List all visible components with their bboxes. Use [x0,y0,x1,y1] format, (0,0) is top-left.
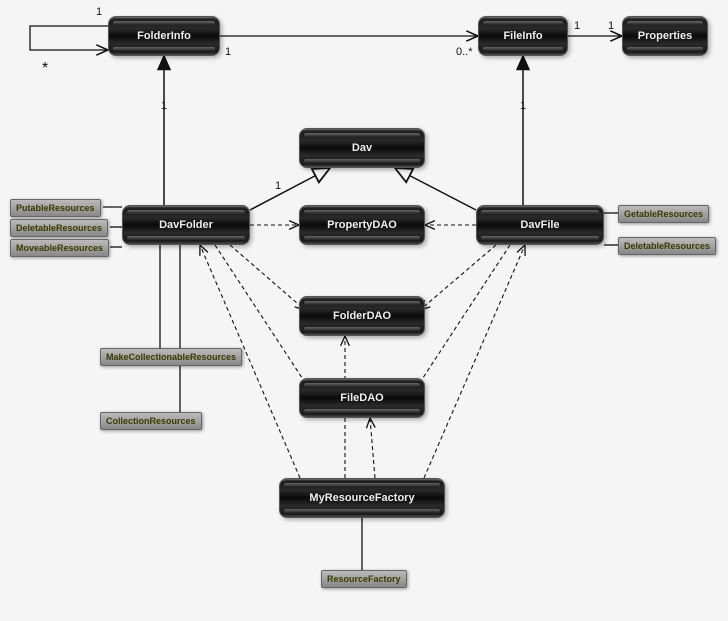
tag-moveable-resources: MoveableResources [10,239,109,257]
cardinality: 0..* [456,46,473,58]
node-davfile: DavFile [476,205,604,245]
node-propertydao: PropertyDAO [299,205,425,245]
node-label: Dav [352,142,372,154]
tag-getable-resources: GetableResources [618,205,709,223]
node-label: FileInfo [503,30,542,42]
node-folderdao: FolderDAO [299,296,425,336]
node-label: FolderInfo [137,30,191,42]
cardinality: 1 [225,46,231,58]
tag-deletable-resources-right: DeletableResources [618,237,716,255]
tag-label: PutableResources [16,203,95,213]
tag-label: GetableResources [624,209,703,219]
cardinality: 1 [574,20,580,32]
node-label: FolderDAO [333,310,391,322]
tag-label: ResourceFactory [327,574,401,584]
node-label: DavFile [520,219,559,231]
node-davfolder: DavFolder [122,205,250,245]
tag-deletable-resources-left: DeletableResources [10,219,108,237]
node-folderinfo: FolderInfo [108,16,220,56]
node-filedao: FileDAO [299,378,425,418]
cardinality: 1 [275,180,281,192]
tag-label: DeletableResources [624,241,710,251]
diagram-canvas: FolderInfo FileInfo Properties Dav DavFo… [0,0,728,621]
cardinality: 1 [96,6,102,18]
cardinality: * [42,60,48,78]
tag-collection-resources: CollectionResources [100,412,202,430]
tag-label: CollectionResources [106,416,196,426]
cardinality: 1 [161,100,167,112]
node-properties: Properties [622,16,708,56]
tag-label: MakeCollectionableResources [106,352,236,362]
tag-label: MoveableResources [16,243,103,253]
node-label: FileDAO [340,392,383,404]
node-dav: Dav [299,128,425,168]
node-label: Properties [638,30,692,42]
tag-label: DeletableResources [16,223,102,233]
tag-resource-factory: ResourceFactory [321,570,407,588]
cardinality: 1 [608,20,614,32]
cardinality: 1 [520,100,526,112]
node-myresourcefactory: MyResourceFactory [279,478,445,518]
node-label: DavFolder [159,219,213,231]
node-label: MyResourceFactory [309,492,414,504]
node-label: PropertyDAO [327,219,397,231]
tag-putable-resources: PutableResources [10,199,101,217]
tag-make-collectionable-resources: MakeCollectionableResources [100,348,242,366]
node-fileinfo: FileInfo [478,16,568,56]
